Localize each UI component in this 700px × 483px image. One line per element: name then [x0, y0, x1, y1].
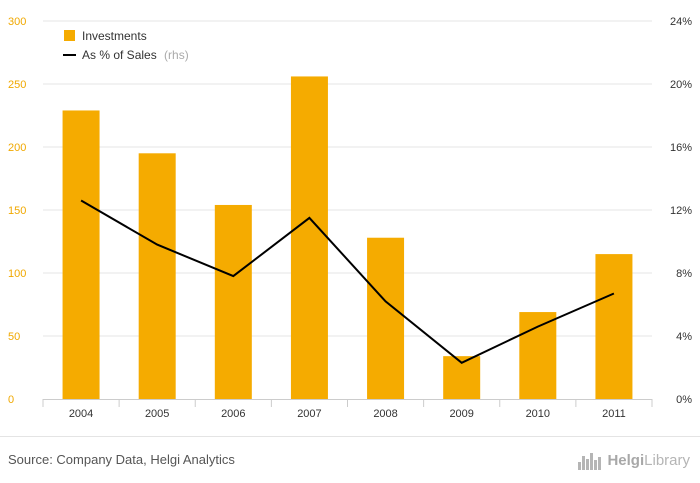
- x-tick-label: 2007: [297, 408, 321, 420]
- bar: [214, 204, 252, 399]
- brand-name: HelgiLibrary: [607, 452, 690, 469]
- brand-prefix: Helgi: [607, 451, 645, 469]
- y-left-tick-label: 300: [8, 16, 26, 28]
- y-left-tick-label: 250: [8, 79, 26, 91]
- brand-suffix: Library: [644, 451, 690, 469]
- bar: [595, 254, 633, 399]
- axis-layer: 0 0% 50 4% 100 8% 150 12% 200 16% 250 20% 300 24% 2004…: [8, 16, 692, 420]
- y-left-tick-label: 100: [8, 268, 26, 280]
- bar: [367, 237, 405, 399]
- legend: Investments As % of Sales (rhs): [63, 29, 189, 62]
- source-note: Source: Company Data, Helgi Analytics: [8, 452, 235, 467]
- legend-bar-label: Investments: [82, 29, 147, 43]
- y-right-tick-label: 24%: [670, 16, 692, 28]
- legend-bar-swatch: [64, 30, 75, 41]
- legend-line-text: As % of Sales (rhs): [82, 48, 189, 62]
- footer: Source: Company Data, Helgi Analytics He…: [0, 436, 700, 483]
- y-left-tick-label: 150: [8, 205, 26, 217]
- y-left-tick-label: 0: [8, 394, 14, 406]
- y-left-tick-label: 50: [8, 331, 20, 343]
- y-right-tick-label: 8%: [676, 268, 692, 280]
- series-line-pct-of-sales: [80, 199, 615, 364]
- x-tick-label: 2010: [526, 408, 550, 420]
- bar: [138, 153, 176, 399]
- brand-logo: HelgiLibrary: [577, 447, 690, 473]
- x-tick-label: 2005: [145, 408, 169, 420]
- legend-line-label: As % of Sales: [82, 48, 157, 62]
- y-right-tick-label: 0%: [676, 394, 692, 406]
- x-tick-label: 2008: [373, 408, 397, 420]
- bar-layer: [62, 76, 633, 400]
- y-left-tick-label: 200: [8, 142, 26, 154]
- legend-line-suffix: (rhs): [164, 48, 189, 62]
- x-tick-label: 2009: [449, 408, 473, 420]
- x-tick-label: 2006: [221, 408, 245, 420]
- grid-layer: [43, 20, 652, 337]
- y-right-tick-label: 20%: [670, 79, 692, 91]
- y-right-tick-label: 16%: [670, 142, 692, 154]
- chart: 0 0% 50 4% 100 8% 150 12% 200 16% 250 20% 300 24% 2004…: [8, 16, 692, 420]
- bar: [290, 76, 328, 399]
- bar: [519, 312, 557, 399]
- y-right-tick-label: 12%: [670, 205, 692, 217]
- y-right-tick-label: 4%: [676, 331, 692, 343]
- x-tick-label: 2004: [69, 408, 93, 420]
- line-layer: [80, 199, 615, 364]
- skyline-logo-icon: [578, 453, 602, 470]
- x-tick-label: 2011: [602, 408, 626, 420]
- bar: [62, 110, 100, 400]
